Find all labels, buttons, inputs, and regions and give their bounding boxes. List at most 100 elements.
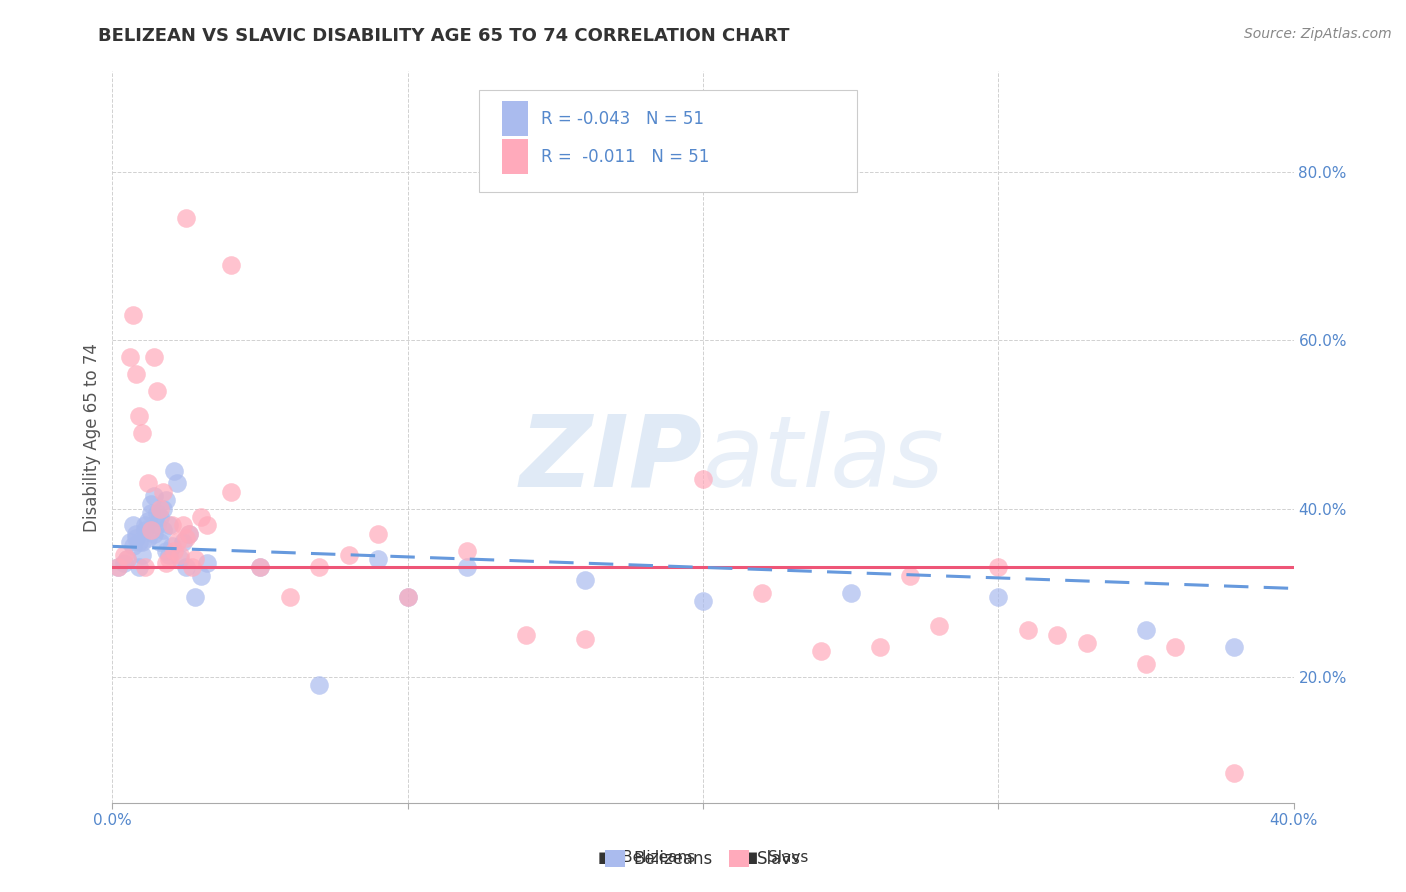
Point: [1164, 640, 1187, 655]
Point: [987, 560, 1010, 574]
Point: [396, 590, 419, 604]
Point: [142, 489, 165, 503]
Point: [898, 569, 921, 583]
Point: [692, 472, 714, 486]
Point: [987, 590, 1010, 604]
Point: [157, 552, 180, 566]
Point: [149, 535, 172, 549]
Point: [149, 501, 172, 516]
Point: [152, 484, 174, 499]
Text: BELIZEAN VS SLAVIC DISABILITY AGE 65 TO 74 CORRELATION CHART: BELIZEAN VS SLAVIC DISABILITY AGE 65 TO …: [98, 27, 790, 45]
Point: [396, 590, 419, 604]
Point: [128, 535, 150, 549]
Point: [136, 476, 159, 491]
Point: [574, 573, 596, 587]
Text: ■  Belizeans          ■  Slavs: ■ Belizeans ■ Slavs: [598, 850, 808, 865]
Point: [125, 531, 148, 545]
Point: [112, 548, 135, 562]
Point: [174, 531, 197, 545]
Point: [157, 518, 180, 533]
Text: R =  -0.011   N = 51: R = -0.011 N = 51: [541, 148, 710, 166]
Point: [163, 464, 186, 478]
Point: [139, 506, 162, 520]
Text: R = -0.043   N = 51: R = -0.043 N = 51: [541, 110, 704, 128]
Point: [308, 678, 330, 692]
Point: [172, 518, 194, 533]
Point: [1076, 636, 1098, 650]
Point: [131, 548, 153, 562]
Point: [172, 535, 194, 549]
Point: [136, 514, 159, 528]
Point: [179, 526, 201, 541]
Point: [149, 510, 172, 524]
Point: [1223, 766, 1246, 780]
Point: [249, 560, 271, 574]
FancyBboxPatch shape: [502, 101, 529, 136]
Point: [249, 560, 271, 574]
Point: [146, 518, 169, 533]
Point: [160, 518, 183, 533]
Point: [1135, 624, 1157, 638]
Point: [195, 556, 218, 570]
Point: [166, 535, 188, 549]
Point: [160, 540, 183, 554]
Point: [195, 518, 218, 533]
Point: [169, 552, 191, 566]
Point: [751, 585, 773, 599]
Point: [169, 548, 191, 562]
Point: [107, 560, 129, 574]
Point: [134, 523, 156, 537]
Point: [157, 548, 180, 562]
Point: [134, 560, 156, 574]
Point: [869, 640, 891, 655]
Point: [190, 569, 212, 583]
Point: [128, 409, 150, 423]
Point: [456, 560, 478, 574]
Text: atlas: atlas: [703, 410, 945, 508]
Point: [142, 350, 165, 364]
Point: [810, 644, 832, 658]
Point: [155, 493, 177, 508]
Point: [456, 543, 478, 558]
Point: [125, 526, 148, 541]
Point: [120, 350, 142, 364]
Point: [117, 552, 138, 566]
Point: [128, 560, 150, 574]
Point: [125, 367, 148, 381]
Point: [1223, 640, 1246, 655]
Point: [163, 543, 186, 558]
Point: [184, 590, 207, 604]
Point: [120, 535, 142, 549]
Point: [1135, 657, 1157, 671]
Point: [131, 425, 153, 440]
Point: [179, 526, 201, 541]
Point: [174, 560, 197, 574]
Point: [184, 552, 207, 566]
Point: [136, 531, 159, 545]
Point: [337, 548, 360, 562]
Point: [134, 518, 156, 533]
Point: [1046, 627, 1069, 641]
Point: [367, 552, 389, 566]
Point: [278, 590, 301, 604]
Point: [219, 258, 242, 272]
Point: [181, 560, 204, 574]
Point: [152, 501, 174, 516]
Point: [174, 211, 197, 226]
Legend: Belizeans, Slavs: Belizeans, Slavs: [598, 843, 808, 875]
Point: [112, 556, 135, 570]
Point: [190, 510, 212, 524]
Point: [117, 552, 138, 566]
FancyBboxPatch shape: [478, 90, 856, 192]
Point: [367, 526, 389, 541]
Point: [146, 384, 169, 398]
Point: [219, 484, 242, 499]
Text: ZIP: ZIP: [520, 410, 703, 508]
Point: [146, 506, 169, 520]
Point: [515, 627, 537, 641]
Y-axis label: Disability Age 65 to 74: Disability Age 65 to 74: [83, 343, 101, 532]
Point: [928, 619, 950, 633]
Point: [152, 523, 174, 537]
Point: [574, 632, 596, 646]
Point: [122, 540, 145, 554]
